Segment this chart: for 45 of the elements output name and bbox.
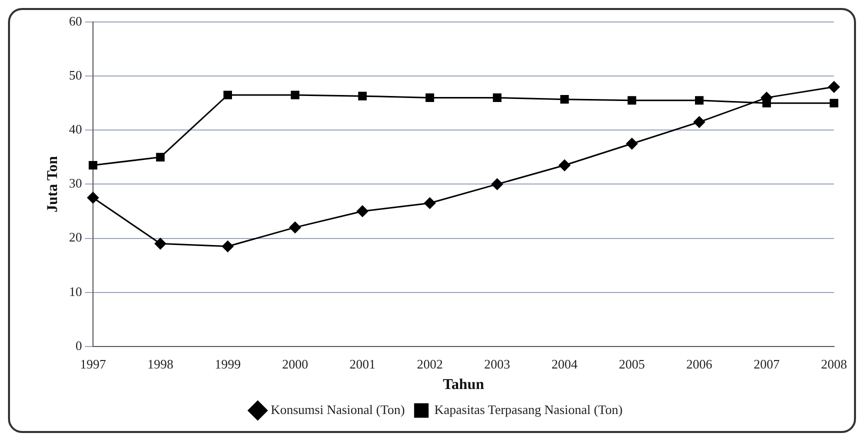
y-axis-title: Juta Ton bbox=[44, 155, 61, 212]
x-tick-label: 1999 bbox=[214, 356, 241, 372]
point bbox=[356, 205, 368, 217]
point bbox=[154, 238, 166, 250]
point bbox=[491, 178, 503, 190]
point bbox=[87, 192, 99, 204]
y-tick-label: 40 bbox=[69, 122, 82, 137]
point bbox=[558, 160, 570, 172]
point bbox=[828, 81, 840, 93]
x-tick-label: 2004 bbox=[552, 356, 578, 372]
x-tick-label: 2007 bbox=[754, 356, 780, 372]
legend-label: Konsumsi Nasional (Ton) bbox=[270, 402, 405, 417]
point bbox=[694, 96, 704, 105]
x-tick-label: 1998 bbox=[147, 356, 174, 372]
x-tick-label: 2006 bbox=[686, 356, 713, 372]
point bbox=[223, 90, 232, 100]
point bbox=[358, 92, 367, 100]
x-tick-label: 2005 bbox=[618, 356, 645, 372]
legend-label: Kapasitas Terpasang Nasional (Ton) bbox=[434, 402, 623, 417]
point bbox=[290, 90, 300, 100]
point bbox=[626, 138, 638, 150]
y-tick-label: 10 bbox=[69, 284, 82, 299]
point bbox=[694, 116, 706, 128]
y-tick-label: 60 bbox=[69, 13, 82, 28]
point bbox=[426, 93, 434, 102]
y-tick-label: 0 bbox=[76, 338, 82, 353]
x-tick-label: 2002 bbox=[416, 356, 443, 372]
point bbox=[222, 240, 234, 252]
point bbox=[492, 93, 502, 102]
x-tick-label: 1997 bbox=[80, 356, 106, 372]
point bbox=[156, 152, 165, 162]
x-axis-title: Tahun bbox=[442, 376, 485, 393]
x-tick-label: 2001 bbox=[349, 356, 376, 372]
point bbox=[88, 160, 98, 170]
y-tick-label: 30 bbox=[69, 176, 82, 191]
point bbox=[289, 222, 301, 234]
y-tick-label: 20 bbox=[69, 230, 82, 245]
x-tick-label: 2008 bbox=[821, 356, 847, 372]
x-tick-label: 2000 bbox=[282, 356, 308, 372]
point bbox=[830, 98, 838, 108]
y-tick-label: 50 bbox=[69, 67, 82, 82]
point bbox=[560, 95, 569, 104]
point bbox=[424, 197, 436, 209]
x-tick-label: 2003 bbox=[484, 356, 510, 372]
point bbox=[628, 96, 636, 105]
